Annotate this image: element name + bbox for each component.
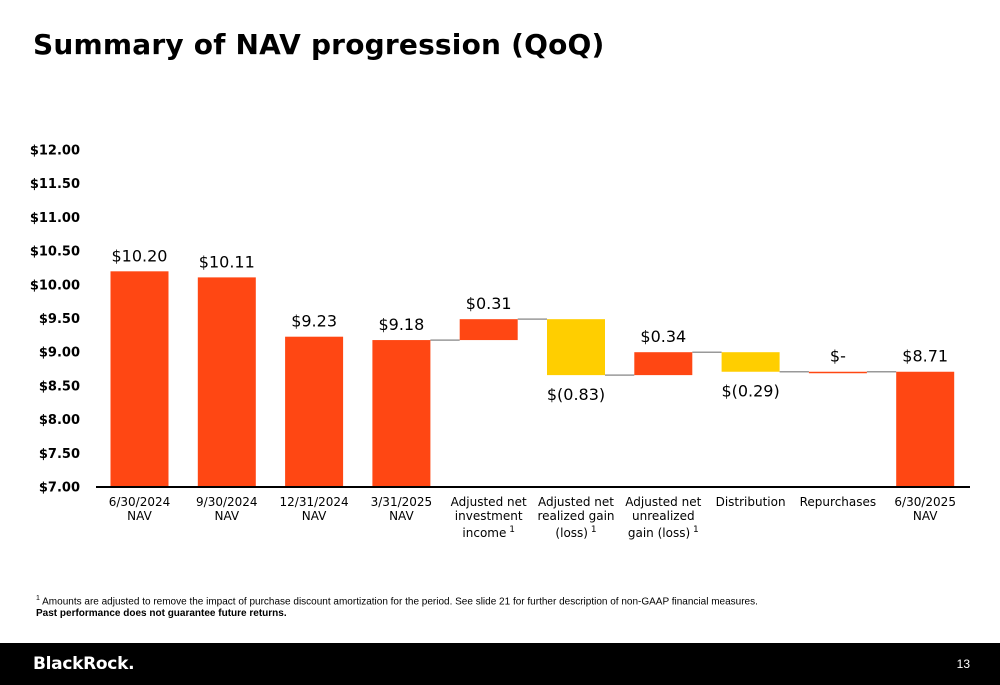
y-tick-label: $10.00 bbox=[30, 278, 80, 293]
data-label: $0.31 bbox=[466, 294, 512, 313]
waterfall-bar bbox=[547, 319, 605, 376]
x-tick-label: Repurchases bbox=[799, 495, 877, 509]
footnote-marker: 1 bbox=[690, 525, 699, 535]
y-tick-label: $11.50 bbox=[30, 177, 80, 192]
footnote-marker: 1 bbox=[506, 525, 515, 535]
waterfall-bar bbox=[372, 340, 431, 487]
x-tick-label: Adjusted net realized gain (loss) 1 bbox=[537, 495, 615, 540]
y-tick-label: $8.50 bbox=[39, 379, 80, 394]
waterfall-bar bbox=[896, 371, 955, 487]
y-tick-label: $9.50 bbox=[39, 312, 80, 327]
x-tick-label: 3/31/2025 NAV bbox=[370, 495, 433, 523]
data-label: $(0.83) bbox=[547, 385, 605, 404]
data-label: $10.11 bbox=[199, 252, 255, 271]
data-label: $- bbox=[830, 347, 846, 366]
y-tick-label: $12.00 bbox=[30, 144, 80, 159]
x-tick-label: 6/30/2024 NAV bbox=[108, 495, 171, 523]
data-label: $(0.29) bbox=[721, 382, 779, 401]
data-label: $0.34 bbox=[640, 327, 686, 346]
footnote: 1 Amounts are adjusted to remove the imp… bbox=[36, 595, 758, 607]
waterfall-bar bbox=[110, 271, 169, 487]
x-tick-label: 6/30/2025 NAV bbox=[894, 495, 956, 523]
y-tick-label: $7.00 bbox=[39, 481, 80, 496]
y-tick-label: $9.00 bbox=[39, 346, 80, 361]
waterfall-bar bbox=[721, 352, 780, 372]
x-tick-label: Adjusted net unrealized gain (loss) 1 bbox=[625, 495, 702, 540]
waterfall-bar bbox=[197, 277, 256, 487]
x-tick-label: 12/31/2024 NAV bbox=[279, 495, 349, 523]
data-label: $10.20 bbox=[112, 246, 168, 265]
blackrock-logo: BlackRock. bbox=[33, 654, 135, 674]
page-number: 13 bbox=[956, 657, 970, 671]
x-tick-label: Adjusted net investment income 1 bbox=[450, 495, 527, 540]
footnote-marker: 1 bbox=[587, 525, 597, 535]
y-tick-label: $10.50 bbox=[30, 245, 80, 260]
waterfall-bar bbox=[459, 319, 518, 341]
footnote-marker: 1 bbox=[36, 595, 40, 602]
data-label: $9.18 bbox=[378, 315, 424, 334]
y-tick-label: $11.00 bbox=[30, 211, 80, 226]
waterfall-bar bbox=[808, 371, 867, 374]
y-tick-label: $8.00 bbox=[39, 413, 80, 428]
nav-waterfall-chart: $7.00 $7.50 $8.00 $8.50 $9.00 $9.50 $10.00 $10.… bbox=[30, 144, 970, 496]
waterfall-bar bbox=[285, 336, 344, 487]
footer-bar: BlackRock. 13 bbox=[0, 643, 1000, 685]
x-tick-label: Distribution bbox=[715, 495, 786, 509]
disclaimer: Past performance does not guarantee futu… bbox=[36, 608, 287, 619]
data-label: $9.23 bbox=[291, 312, 337, 331]
data-label: $8.71 bbox=[902, 347, 948, 366]
page-title: Summary of NAV progression (QoQ) bbox=[33, 28, 605, 61]
y-tick-label: $7.50 bbox=[39, 447, 80, 462]
footnote-text: Amounts are adjusted to remove the impac… bbox=[42, 596, 758, 608]
x-tick-label: 9/30/2024 NAV bbox=[196, 495, 258, 523]
waterfall-bar bbox=[634, 352, 693, 376]
